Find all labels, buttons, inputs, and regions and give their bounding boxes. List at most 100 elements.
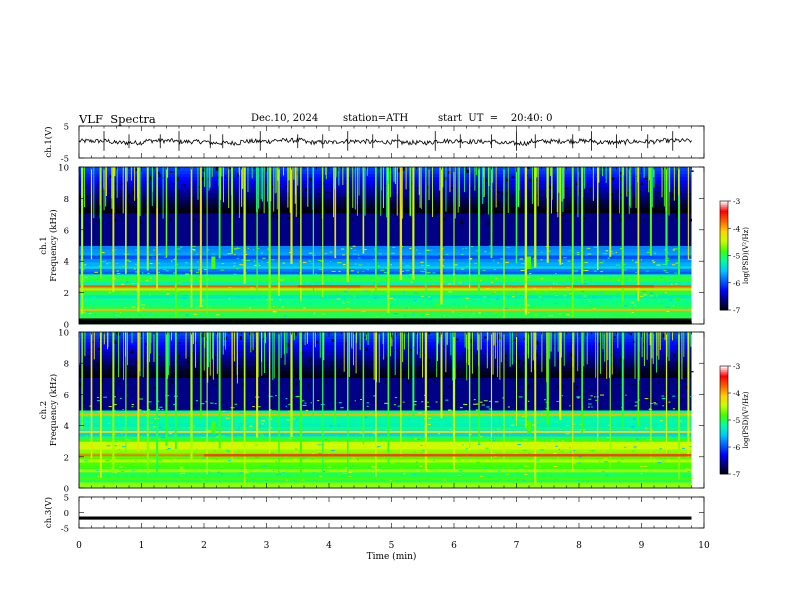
spec-speckle	[546, 250, 551, 252]
spec-speckle	[568, 293, 573, 295]
spec-speckle	[478, 312, 481, 314]
spec-speckle	[406, 418, 408, 420]
spec-speckle	[670, 283, 673, 285]
spec-speckle	[249, 421, 254, 423]
spec-speckle	[297, 462, 302, 464]
spec-speckle	[207, 471, 211, 473]
y-tick-label: 4	[64, 258, 69, 268]
spec-speckle	[261, 261, 263, 263]
spec-speckle	[426, 265, 430, 267]
spec-speckle	[360, 399, 363, 401]
spec-speckle	[278, 420, 281, 422]
spec-speckle	[222, 410, 226, 412]
spec-dark	[517, 359, 521, 364]
spec-dark	[326, 199, 330, 202]
spec-speckle	[653, 402, 656, 404]
spec-dark	[679, 354, 683, 356]
spec-speckle	[329, 425, 333, 427]
spec-speckle	[448, 291, 453, 293]
spec-speckle	[179, 473, 183, 475]
spec-row	[79, 445, 692, 450]
spec-speckle	[196, 261, 199, 263]
figure-title: VLF Spectra	[79, 112, 156, 126]
spec-row	[79, 294, 692, 299]
spec-speckle	[599, 292, 603, 294]
spec-row	[79, 167, 692, 171]
spec-speckle	[656, 264, 661, 266]
spec-dark	[418, 208, 421, 213]
spec-speckle	[649, 292, 654, 294]
spec-speckle	[247, 247, 249, 249]
spec-dark	[331, 364, 333, 368]
spec-speckle	[519, 258, 524, 260]
spec-row	[79, 245, 692, 250]
spec-speckle	[420, 452, 424, 454]
spec-speckle	[171, 307, 176, 309]
spec-speckle	[488, 447, 492, 449]
spec-dark	[529, 178, 532, 182]
colorbar-cell	[720, 246, 728, 249]
spec-speckle	[353, 295, 356, 297]
spec-speckle	[120, 470, 125, 472]
spec-speckle	[423, 268, 426, 270]
spec-speckle	[187, 419, 191, 421]
spec-speckle	[476, 250, 480, 252]
spec-speckle	[366, 312, 370, 314]
spec-dark	[593, 201, 596, 204]
spec-speckle	[539, 291, 544, 293]
spec-speckle	[203, 269, 208, 271]
colorbar-cell	[720, 384, 728, 387]
spec-speckle	[116, 270, 119, 272]
spec-speckle	[562, 440, 564, 442]
spec-dark	[688, 218, 692, 222]
spec-dark	[294, 380, 298, 385]
spec-speckle	[576, 452, 579, 454]
spec-dark	[563, 385, 565, 388]
spec-dark	[504, 194, 507, 199]
spec-speckle	[369, 290, 372, 292]
spec-speckle	[84, 264, 87, 266]
spec-speckle	[191, 310, 195, 312]
spec-dark	[216, 210, 219, 213]
spec-speckle	[180, 472, 186, 474]
spec-speckle	[223, 443, 225, 445]
colorbar-cell	[720, 260, 728, 264]
spec-speckle	[115, 472, 117, 474]
spec-speckle	[505, 261, 509, 263]
spec-speckle	[378, 300, 380, 302]
spec-speckle	[86, 311, 90, 313]
colorbar-cell	[720, 222, 728, 226]
spec-speckle	[227, 253, 232, 255]
spec-speckle	[660, 474, 665, 476]
spec-speckle	[634, 293, 638, 295]
spec-speckle	[350, 270, 354, 272]
spec-row	[79, 384, 692, 388]
spec-speckle	[420, 261, 424, 263]
header-start-time: start UT = 20:40: 0	[438, 113, 553, 124]
spec-speckle	[569, 293, 571, 295]
spec-speckle	[493, 291, 496, 293]
spec-speckle	[407, 306, 410, 308]
colorbar-cell	[720, 425, 728, 428]
spec-red-segment	[204, 454, 692, 457]
spec-speckle	[607, 424, 611, 426]
x-tick-label: 4	[326, 541, 332, 551]
colorbar-cell	[720, 438, 728, 441]
spec-speckle	[325, 439, 328, 441]
spec-speckle	[220, 473, 223, 475]
colorbar-cell	[720, 470, 728, 473]
spec-speckle	[623, 305, 628, 307]
spec-speckle	[329, 281, 332, 283]
spec-speckle	[227, 460, 232, 462]
spec-speckle	[367, 467, 369, 469]
y-tick-label: 6	[64, 226, 69, 236]
spec-speckle	[674, 272, 678, 274]
colorbar-cell	[720, 248, 728, 251]
spec-speckle	[629, 306, 632, 308]
spec-dark	[464, 198, 467, 201]
spec-speckle	[94, 440, 99, 442]
spec-dark	[486, 179, 488, 182]
colorbar-cell	[720, 282, 728, 285]
spec-speckle	[378, 465, 382, 467]
spec-row	[79, 271, 692, 276]
